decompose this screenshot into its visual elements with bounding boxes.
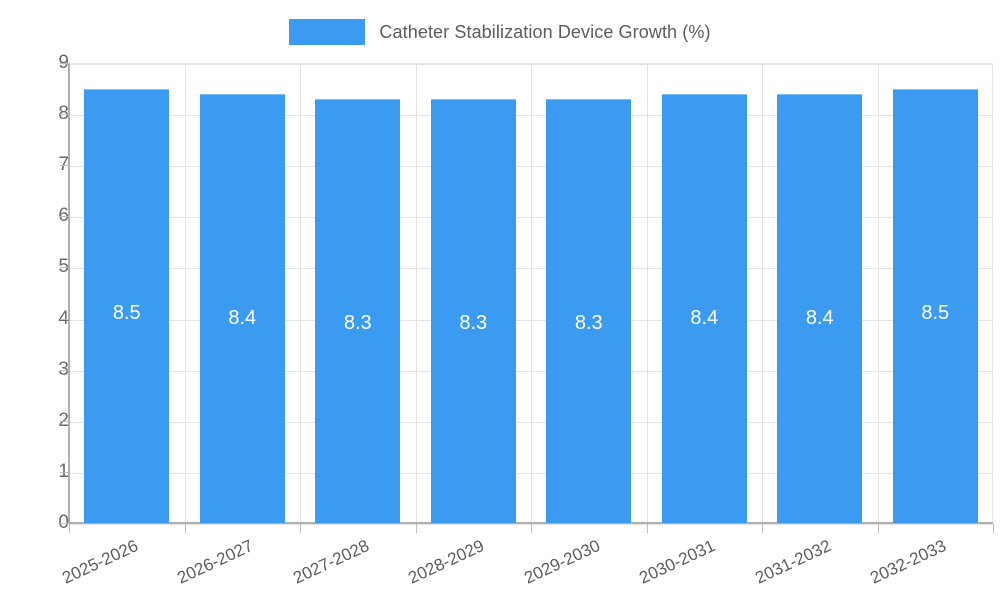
x-axis: 2025-2026 2026-2027 2027-2028 2028-2029 2029… — [59, 524, 994, 600]
y-axis-tick-mark — [60, 318, 69, 320]
y-axis-tick-label: 0 — [25, 512, 69, 534]
y-axis: 0 1 2 3 4 5 6 7 8 9 — [0, 52, 69, 533]
y-axis-tick-mark — [60, 216, 69, 218]
y-axis-tick-mark — [60, 165, 69, 167]
x-axis-tick-label: 2031-2032 — [752, 536, 834, 588]
bar[interactable]: 8.3 — [546, 98, 632, 523]
x-axis-tick-mark — [762, 524, 763, 533]
x-axis-tick-mark — [993, 524, 994, 533]
y-axis-tick-label: 1 — [25, 461, 69, 483]
x-axis-tick-mark — [69, 524, 70, 533]
gridline-vertical — [416, 64, 417, 524]
x-axis-spine — [68, 522, 993, 524]
y-axis-tick-label: 9 — [25, 52, 69, 74]
gridline-vertical — [531, 64, 532, 524]
bar-value-label: 8.5 — [112, 301, 141, 324]
y-axis-tick-mark — [60, 114, 69, 116]
y-axis-tick-label: 7 — [25, 154, 69, 176]
x-axis-tick-mark — [531, 524, 532, 533]
x-axis-tick-label: 2027-2028 — [290, 536, 372, 588]
x-axis-tick-label: 2030-2031 — [636, 536, 719, 588]
y-axis-tick-mark — [60, 267, 69, 269]
x-axis-tick-mark — [878, 524, 879, 533]
bar[interactable]: 8.5 — [892, 88, 978, 523]
y-axis-tick-mark — [60, 471, 69, 473]
bar-value-label: 8.4 — [228, 306, 257, 329]
bar-value-label: 8.3 — [574, 311, 603, 334]
bar-value-label: 8.4 — [690, 306, 719, 329]
y-axis-tick-mark — [60, 369, 69, 371]
gridline-vertical — [185, 64, 186, 524]
x-axis-tick-label: 2032-2033 — [867, 536, 950, 588]
bars-layer: 8.5 8.4 8.3 8.3 8.3 8.4 8.4 8.5 — [69, 63, 993, 523]
x-axis-tick-mark — [185, 524, 186, 533]
y-axis-tick-label: 6 — [25, 205, 69, 227]
bar[interactable]: 8.5 — [84, 88, 170, 523]
x-axis-tick-mark — [647, 524, 648, 533]
y-axis-spine — [68, 63, 70, 524]
y-axis-tick-label: 8 — [25, 103, 69, 125]
x-axis-tick-mark — [300, 524, 301, 533]
bar[interactable]: 8.3 — [430, 98, 516, 523]
y-axis-tick-mark — [60, 523, 69, 524]
x-axis-tick-label: 2025-2026 — [59, 536, 141, 588]
gridline-vertical — [300, 64, 301, 524]
y-axis-tick-label: 4 — [25, 308, 69, 330]
x-axis-tick-label: 2029-2030 — [521, 536, 603, 588]
bar-value-label: 8.3 — [459, 311, 488, 334]
y-axis-tick-label: 2 — [25, 410, 69, 432]
bar[interactable]: 8.3 — [315, 98, 401, 523]
chart-legend: Catheter Stabilization Device Growth (%) — [0, 14, 1000, 50]
bar[interactable]: 8.4 — [199, 93, 285, 523]
y-axis-tick-mark — [60, 420, 69, 422]
x-axis-tick-mark — [416, 524, 417, 533]
legend-swatch-series-1[interactable] — [289, 19, 366, 45]
gridline-vertical — [762, 64, 763, 524]
bar[interactable]: 8.4 — [661, 93, 747, 523]
y-axis-tick-label: 3 — [25, 359, 69, 381]
gridline-vertical — [878, 64, 879, 524]
x-axis-tick-label: 2028-2029 — [405, 536, 488, 588]
bar-value-label: 8.4 — [805, 306, 834, 329]
legend-label-series-1[interactable]: Catheter Stabilization Device Growth (%) — [379, 21, 711, 42]
bar[interactable]: 8.4 — [777, 93, 863, 523]
y-axis-tick-label: 5 — [25, 256, 69, 278]
gridline-vertical — [647, 64, 648, 524]
bar-value-label: 8.5 — [921, 301, 950, 324]
x-axis-tick-label: 2026-2027 — [174, 536, 257, 588]
bar-value-label: 8.3 — [343, 311, 372, 334]
y-axis-tick-mark — [60, 63, 69, 64]
